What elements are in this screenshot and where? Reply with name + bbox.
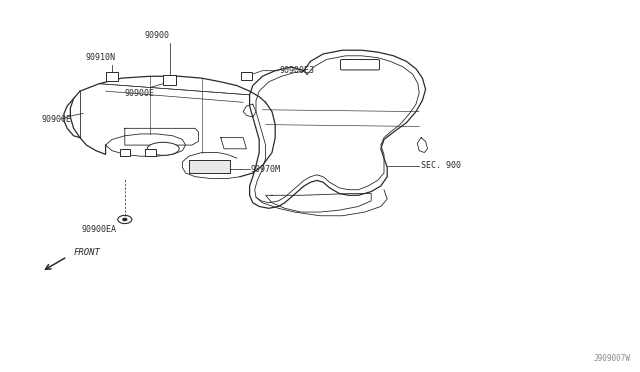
Bar [189,160,230,173]
Text: 90900EA: 90900EA [82,225,116,234]
Bar [145,149,156,156]
Text: J909007W: J909007W [593,354,630,363]
Bar [241,72,252,80]
Text: 90900E: 90900E [125,89,155,97]
Bar [163,75,176,84]
Ellipse shape [147,142,179,155]
Text: 90970M: 90970M [251,165,281,174]
Text: 90900E: 90900E [42,115,72,124]
Bar [120,149,130,156]
Text: 90910N: 90910N [85,54,115,62]
Text: 90900E3: 90900E3 [280,66,315,75]
Text: 90900: 90900 [144,31,170,40]
FancyBboxPatch shape [340,60,380,70]
Bar [106,71,118,81]
Circle shape [123,218,127,221]
Text: FRONT: FRONT [74,248,100,257]
Text: SEC. 900: SEC. 900 [421,161,461,170]
